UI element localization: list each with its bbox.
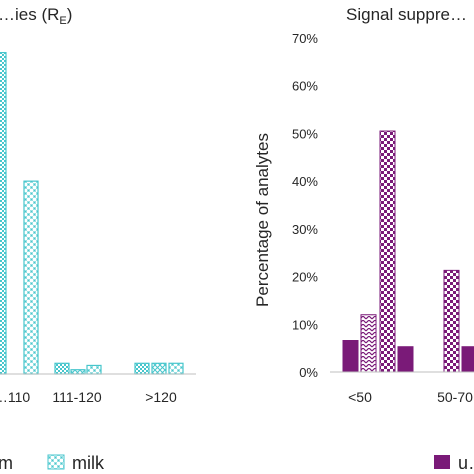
right-chart-title: Signal suppre… [346, 5, 467, 24]
bar [379, 130, 396, 373]
bar [23, 180, 39, 375]
right-chart: Signal suppre… Percentage of analytes 0%… [253, 5, 474, 473]
x-tick-label: >120 [145, 389, 177, 405]
y-tick-label: 30% [292, 222, 318, 237]
y-tick-label: 50% [292, 126, 318, 141]
bar [168, 362, 184, 375]
bar [443, 269, 460, 373]
left-bars [0, 51, 184, 375]
left-chart-title: …ies (RE) [0, 5, 72, 27]
bar [360, 314, 377, 373]
right-bars [342, 130, 474, 373]
left-chart: …ies (RE) …110 111-120 >120 m milk [0, 5, 196, 473]
x-tick-label: 50-70… [437, 389, 474, 405]
bar [397, 346, 414, 373]
y-tick-label: 40% [292, 174, 318, 189]
right-legend: u… [434, 453, 474, 473]
legend-swatch-milk [47, 454, 65, 470]
bar [151, 362, 167, 375]
legend-label-milk: milk [72, 453, 105, 473]
y-tick-label: 70% [292, 31, 318, 46]
y-tick-label: 10% [292, 317, 318, 332]
bar [134, 362, 150, 375]
x-tick-label: 111-120 [52, 389, 102, 405]
bar [0, 51, 7, 375]
y-axis-label: Percentage of analytes [253, 133, 272, 307]
right-y-ticks: 0% 10% 20% 30% 40% 50% 60% 70% [292, 31, 318, 380]
bar [86, 364, 102, 375]
bar [70, 369, 86, 375]
legend-label-u: u… [458, 453, 474, 473]
x-tick-label: <50 [348, 389, 372, 405]
legend-label: m [0, 453, 13, 473]
left-legend: m milk [0, 453, 105, 473]
bar [54, 362, 70, 375]
y-tick-label: 0% [299, 365, 318, 380]
bar [461, 346, 474, 373]
y-tick-label: 60% [292, 79, 318, 94]
bar [342, 340, 359, 373]
x-tick-label: …110 [0, 389, 30, 405]
legend-swatch-u [434, 455, 450, 469]
y-tick-label: 20% [292, 270, 318, 285]
